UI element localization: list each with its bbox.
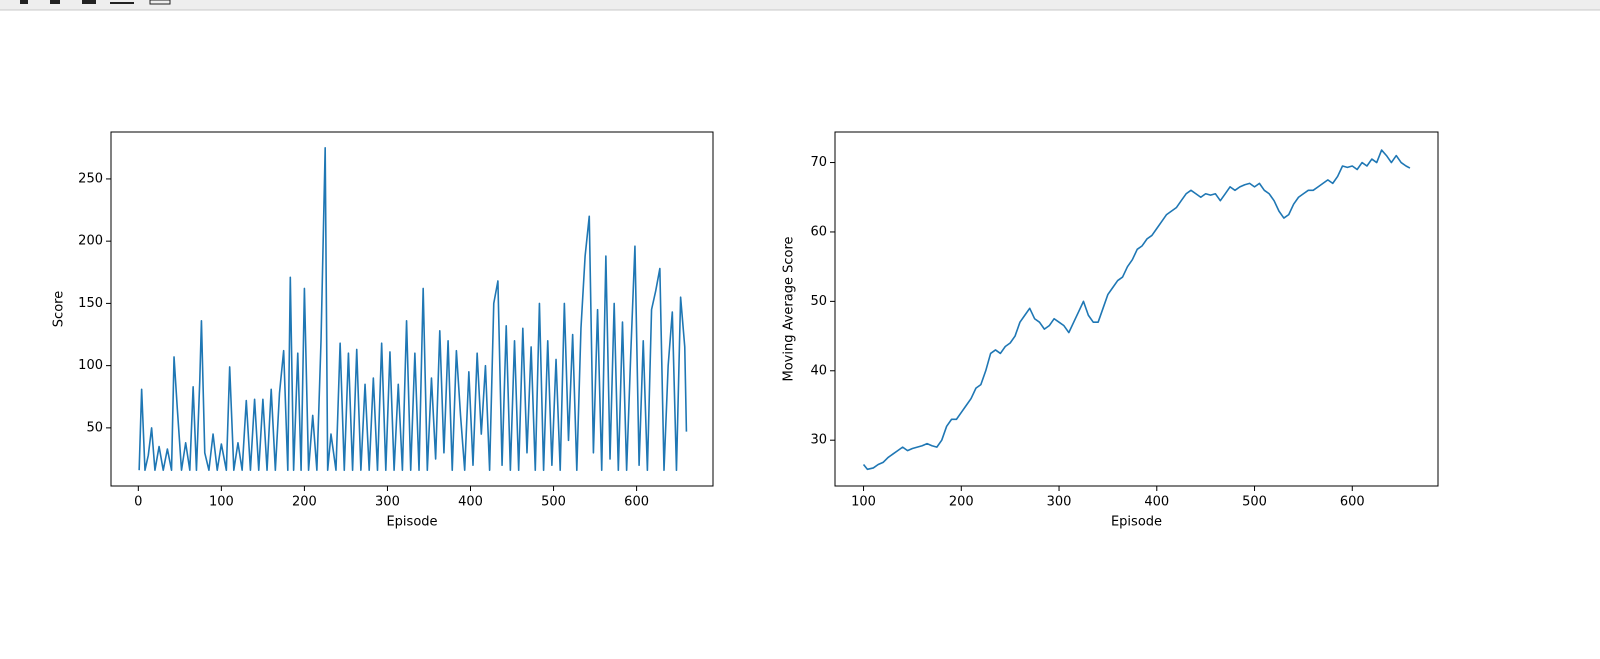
toolbar-icon[interactable] <box>50 0 60 4</box>
x-tick-label: 100 <box>209 495 234 510</box>
y-tick-label: 30 <box>810 433 827 448</box>
y-tick-label: 50 <box>86 420 103 435</box>
x-tick-label: 600 <box>624 495 649 510</box>
x-axis-label: Episode <box>1111 515 1162 530</box>
y-tick-label: 150 <box>78 296 103 311</box>
x-tick-label: 400 <box>1144 495 1169 510</box>
x-tick-label: 300 <box>1047 495 1072 510</box>
x-tick-label: 500 <box>1242 495 1267 510</box>
x-tick-label: 300 <box>375 495 400 510</box>
x-tick-label: 600 <box>1340 495 1365 510</box>
data-line <box>862 149 1411 471</box>
y-tick-label: 50 <box>810 294 827 309</box>
x-tick-label: 400 <box>458 495 483 510</box>
data-line <box>138 147 688 471</box>
y-tick-label: 100 <box>78 358 103 373</box>
toolbar-icon[interactable] <box>110 2 134 4</box>
toolbar-icon[interactable] <box>149 0 171 5</box>
toolbar <box>0 0 1600 10</box>
y-axis-label: Score <box>52 291 67 327</box>
x-tick-label: 200 <box>949 495 974 510</box>
toolbar-icon[interactable] <box>20 0 28 4</box>
x-tick-label: 0 <box>134 495 142 510</box>
x-axis-label: Episode <box>386 515 437 530</box>
y-tick-label: 200 <box>78 234 103 249</box>
x-tick-label: 100 <box>851 495 876 510</box>
toolbar-icon[interactable] <box>82 0 96 4</box>
x-tick-label: 200 <box>292 495 317 510</box>
axes-frame <box>834 131 1439 487</box>
y-tick-label: 60 <box>810 224 827 239</box>
y-tick-label: 70 <box>810 155 827 170</box>
y-axis-label: Moving Average Score <box>782 236 797 381</box>
x-tick-label: 500 <box>541 495 566 510</box>
y-tick-label: 250 <box>78 171 103 186</box>
y-tick-label: 40 <box>810 363 827 378</box>
axes-frame <box>110 131 714 487</box>
